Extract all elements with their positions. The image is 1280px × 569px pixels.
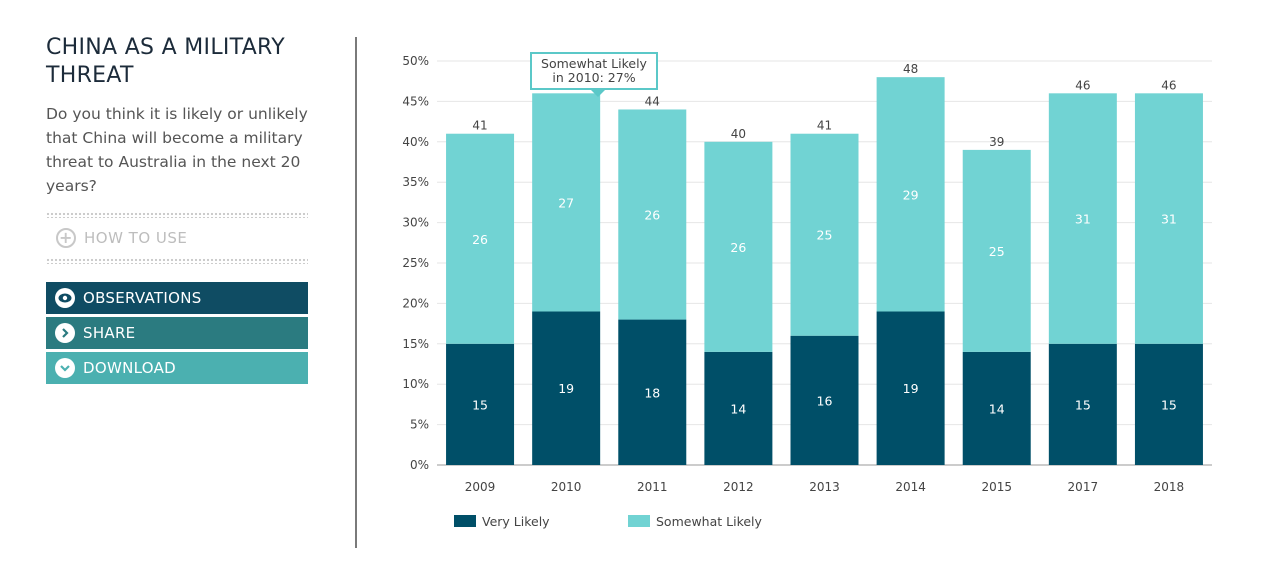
y-tick-label: 0% (410, 458, 429, 472)
x-tick-label: 2011 (637, 480, 668, 494)
observations-button[interactable]: OBSERVATIONS (46, 282, 308, 314)
total-label: 40 (731, 127, 746, 141)
total-label: 46 (1075, 78, 1090, 92)
y-tick-label: 45% (402, 94, 429, 108)
legend-label-very-likely: Very Likely (482, 514, 550, 529)
y-tick-label: 50% (402, 54, 429, 68)
x-tick-label: 2014 (895, 480, 926, 494)
y-tick-label: 25% (402, 256, 429, 270)
tooltip-line-1: Somewhat Likely (541, 56, 647, 71)
stacked-bar-chart: 0% 5% 10% 15% 20% 25% 30% 35% 40% 45% 50% 15 26 41 200… (402, 54, 1212, 529)
vertical-divider (355, 37, 357, 548)
page-title: CHINA AS A MILITARY THREAT (46, 35, 285, 88)
bar-very-likely (962, 351, 1031, 465)
bar-somewhat-likely (618, 109, 687, 320)
how-to-use-button[interactable]: + HOW TO USE (46, 218, 308, 258)
y-tick-label: 35% (402, 175, 429, 189)
data-label-somewhat-likely: 25 (817, 228, 833, 243)
x-tick-label: 2018 (1154, 480, 1185, 494)
bar-somewhat-likely (704, 141, 773, 352)
legend-swatch-very-likely (454, 515, 476, 527)
data-label-very-likely: 15 (1075, 397, 1091, 412)
y-tick-label: 5% (410, 418, 429, 432)
x-tick-label: 2010 (551, 480, 582, 494)
x-tick-label: 2009 (465, 480, 496, 494)
divider-dotted-bottom (46, 258, 308, 264)
bar-somewhat-likely (790, 133, 859, 336)
share-label: SHARE (83, 324, 136, 342)
data-label-somewhat-likely: 31 (1075, 212, 1091, 227)
bar-somewhat-likely (962, 149, 1031, 352)
download-label: DOWNLOAD (83, 359, 176, 377)
data-label-somewhat-likely: 26 (730, 240, 746, 255)
bar-somewhat-likely (532, 93, 601, 312)
bar-very-likely (618, 319, 687, 465)
bar-very-likely (790, 335, 859, 465)
data-label-somewhat-likely: 25 (989, 244, 1005, 259)
total-label: 44 (645, 94, 660, 108)
sidebar: CHINA AS A MILITARY THREAT Do you think … (46, 34, 308, 384)
data-label-very-likely: 18 (644, 385, 660, 400)
data-label-very-likely: 19 (903, 381, 919, 396)
bar-very-likely (446, 343, 515, 465)
y-tick-label: 10% (402, 377, 429, 391)
data-label-very-likely: 14 (730, 401, 746, 416)
share-button[interactable]: SHARE (46, 317, 308, 349)
data-label-very-likely: 16 (817, 393, 833, 408)
question-text: Do you think it is likely or unlikely th… (46, 105, 308, 195)
bar-somewhat-likely (876, 77, 945, 312)
x-tick-label: 2017 (1068, 480, 1099, 494)
observations-label: OBSERVATIONS (83, 289, 202, 307)
data-label-very-likely: 15 (1161, 397, 1177, 412)
y-tick-label: 15% (402, 337, 429, 351)
total-label: 46 (1161, 78, 1176, 92)
download-button[interactable]: DOWNLOAD (46, 352, 308, 384)
x-tick-label: 2012 (723, 480, 754, 494)
x-tick-label: 2015 (981, 480, 1012, 494)
divider-dotted-top (46, 212, 308, 218)
total-label: 41 (817, 119, 832, 133)
data-label-somewhat-likely: 27 (558, 195, 574, 210)
chevron-right-icon (55, 323, 75, 343)
data-label-somewhat-likely: 26 (644, 208, 660, 223)
bar-very-likely (1048, 343, 1117, 465)
eye-icon (55, 288, 75, 308)
data-label-very-likely: 14 (989, 401, 1005, 416)
total-label: 39 (989, 135, 1004, 149)
data-label-very-likely: 15 (472, 397, 488, 412)
y-tick-label: 30% (402, 216, 429, 230)
how-to-use-label: HOW TO USE (84, 229, 188, 247)
bar-very-likely (1134, 343, 1203, 465)
legend-label-somewhat-likely: Somewhat Likely (656, 514, 763, 529)
data-label-somewhat-likely: 26 (472, 232, 488, 247)
bar-somewhat-likely (446, 133, 515, 344)
chart-tooltip: Somewhat Likely in 2010: 27% (530, 52, 658, 97)
tooltip-line-2: in 2010: 27% (552, 70, 636, 85)
data-label-very-likely: 19 (558, 381, 574, 396)
y-tick-label: 20% (402, 296, 429, 310)
bar-somewhat-likely (1048, 93, 1117, 344)
bar-very-likely (876, 311, 945, 465)
legend-swatch-somewhat-likely (628, 515, 650, 527)
total-label: 41 (472, 119, 487, 133)
total-label: 48 (903, 62, 918, 76)
data-label-somewhat-likely: 29 (903, 187, 919, 202)
data-label-somewhat-likely: 31 (1161, 212, 1177, 227)
chevron-down-icon (55, 358, 75, 378)
bar-very-likely (704, 351, 773, 465)
bar-very-likely (532, 311, 601, 465)
y-tick-label: 40% (402, 135, 429, 149)
x-tick-label: 2013 (809, 480, 840, 494)
bar-somewhat-likely (1134, 93, 1203, 344)
plus-circle-icon: + (56, 228, 76, 248)
